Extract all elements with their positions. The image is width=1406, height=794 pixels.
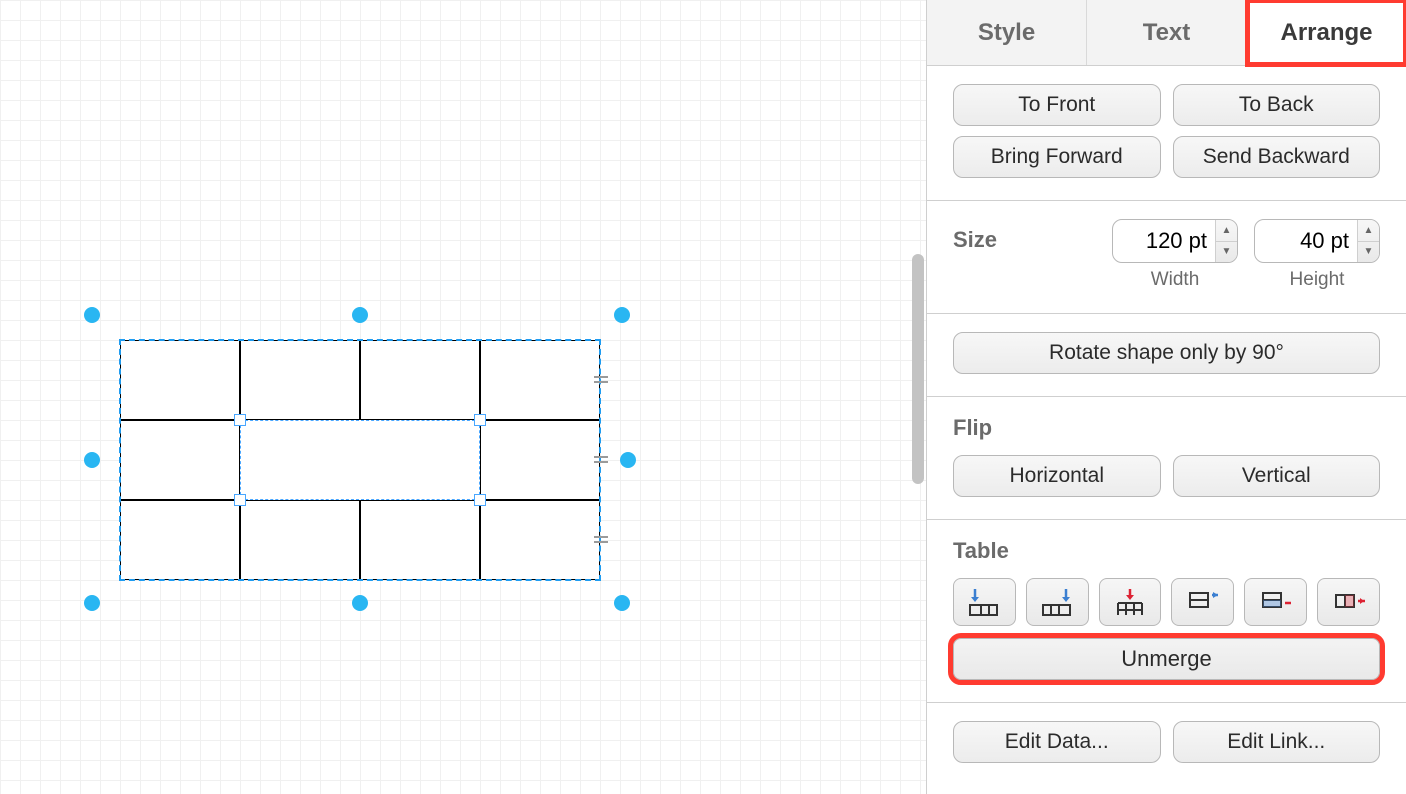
rotate-90-button[interactable]: Rotate shape only by 90° [953,332,1380,374]
tab-arrange[interactable]: Arrange [1247,0,1406,65]
table-shape[interactable] [120,340,600,580]
format-panel: Style Text Arrange To Front To Back Brin… [926,0,1406,794]
height-step-up[interactable]: ▲ [1358,220,1379,242]
to-front-button[interactable]: To Front [953,84,1161,126]
canvas[interactable] [0,0,926,794]
selection-handle[interactable] [352,595,368,611]
order-section: To Front To Back Bring Forward Send Back… [927,66,1406,201]
scrollbar-thumb[interactable] [912,254,924,484]
selection-handle[interactable] [620,452,636,468]
insert-row-below-icon[interactable] [1171,578,1234,626]
flip-vertical-button[interactable]: Vertical [1173,455,1381,497]
height-sublabel: Height [1290,269,1345,291]
size-label: Size [953,219,1096,253]
bring-forward-button[interactable]: Bring Forward [953,136,1161,178]
insert-column-right-icon[interactable] [1026,578,1089,626]
tab-text[interactable]: Text [1087,0,1247,65]
panel-tabs: Style Text Arrange [927,0,1406,66]
flip-section: Flip Horizontal Vertical [927,397,1406,520]
insert-row-above-icon[interactable] [1099,578,1162,626]
flip-label: Flip [953,415,1380,441]
selection-handle[interactable] [614,307,630,323]
width-input[interactable] [1113,220,1215,262]
table-selection-outline [119,339,601,581]
edit-link-button[interactable]: Edit Link... [1173,721,1381,763]
edit-section: Edit Data... Edit Link... [927,703,1406,785]
tab-style[interactable]: Style [927,0,1087,65]
table-label: Table [953,538,1380,564]
table-section: Table Unmerge [927,520,1406,703]
delete-row-icon[interactable] [1317,578,1380,626]
width-step-down[interactable]: ▼ [1216,242,1237,263]
insert-column-left-icon[interactable] [953,578,1016,626]
height-input[interactable] [1255,220,1357,262]
rotate-section: Rotate shape only by 90° [927,314,1406,397]
width-step-up[interactable]: ▲ [1216,220,1237,242]
flip-horizontal-button[interactable]: Horizontal [953,455,1161,497]
selection-handle[interactable] [84,595,100,611]
size-section: Size ▲ ▼ Width ▲ ▼ [927,201,1406,314]
height-step-down[interactable]: ▼ [1358,242,1379,263]
send-backward-button[interactable]: Send Backward [1173,136,1381,178]
selection-handle[interactable] [84,307,100,323]
row-resize-handle[interactable] [594,536,608,544]
delete-column-icon[interactable] [1244,578,1307,626]
edit-data-button[interactable]: Edit Data... [953,721,1161,763]
selection-handle[interactable] [352,307,368,323]
height-field[interactable]: ▲ ▼ [1254,219,1380,263]
vertical-scrollbar[interactable] [912,0,926,794]
width-field[interactable]: ▲ ▼ [1112,219,1238,263]
row-resize-handle[interactable] [594,456,608,464]
unmerge-button[interactable]: Unmerge [953,638,1380,680]
to-back-button[interactable]: To Back [1173,84,1381,126]
selection-handle[interactable] [84,452,100,468]
row-resize-handle[interactable] [594,376,608,384]
width-sublabel: Width [1151,269,1200,291]
selection-handle[interactable] [614,595,630,611]
